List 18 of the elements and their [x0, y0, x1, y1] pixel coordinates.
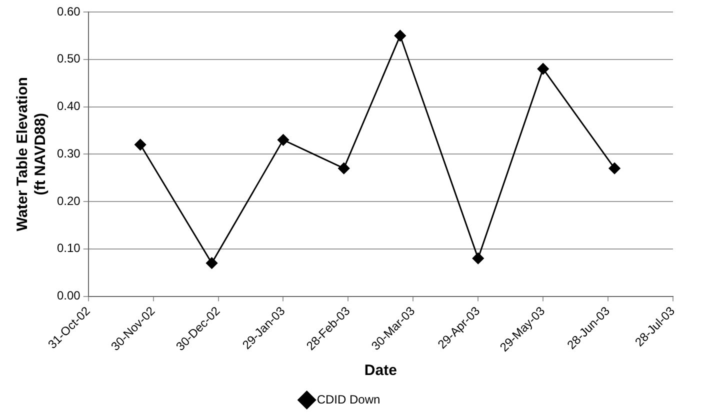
y-tick-label: 0.60 — [56, 4, 81, 18]
point — [608, 162, 620, 174]
point — [338, 162, 350, 174]
y-axis-title: Water Table Elevation (ft NAVD88) — [14, 77, 50, 232]
point — [134, 138, 146, 150]
y-tick-label: 0.40 — [56, 99, 81, 114]
point — [277, 134, 289, 146]
y-tick-label: 0.00 — [56, 288, 81, 303]
point — [394, 30, 406, 42]
y-tick-label: 0.10 — [56, 241, 81, 256]
point — [472, 252, 484, 264]
x-axis-title: Date — [364, 362, 397, 380]
y-tick-label: 0.30 — [56, 146, 81, 160]
y-tick-label: 0.50 — [56, 52, 81, 66]
point — [206, 257, 218, 269]
legend-label: CDID Down — [316, 392, 380, 406]
y-tick-label: 0.20 — [56, 194, 81, 208]
point — [537, 63, 549, 75]
